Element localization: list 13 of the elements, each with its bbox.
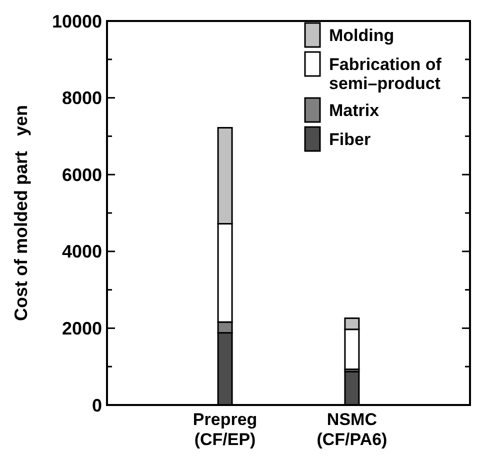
y-tick-label: 6000	[62, 164, 102, 185]
y-tick-label: 2000	[62, 318, 102, 338]
y-axis-title: Cost of molded part yen	[11, 104, 31, 322]
legend-label: Molding	[329, 26, 394, 45]
y-tick-label: 8000	[62, 88, 102, 108]
legend-label: Matrix	[329, 101, 380, 120]
x-tick-label: NSMC (CF/PA6)	[316, 410, 388, 449]
legend-label: Fabrication of semi–product	[329, 55, 442, 93]
y-tick-label: 0	[92, 395, 102, 416]
y-tick-label: 4000	[62, 242, 102, 262]
y-tick-label: 10000	[52, 11, 102, 32]
x-tick-label: Prepreg (CF/EP)	[192, 410, 258, 449]
legend-label: Fiber	[329, 130, 371, 149]
